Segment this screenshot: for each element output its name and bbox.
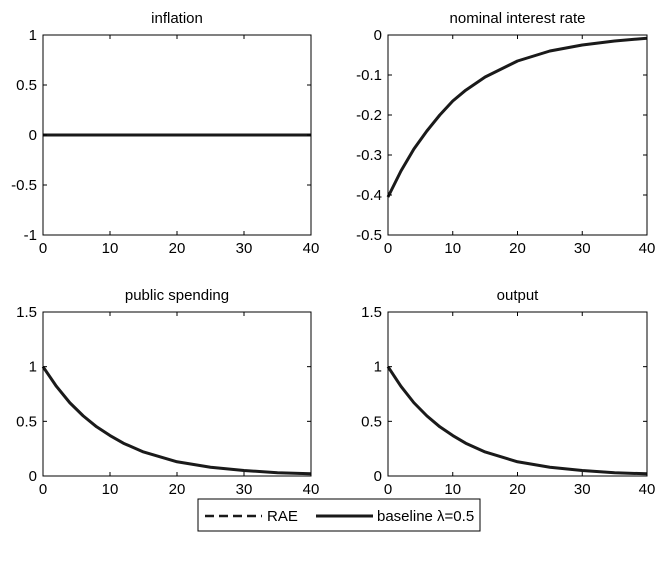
- series-line-rae: [387, 366, 648, 475]
- y-tick-label: -0.5: [11, 177, 37, 194]
- panel-3: public spending 0 10 20 30 40 0 0.5 1 1.5: [16, 287, 319, 498]
- y-tick-label: 0: [374, 468, 382, 485]
- axes-box: [387, 34, 648, 236]
- x-tick-label: 30: [574, 481, 591, 498]
- legend: RAE baseline λ=0.5: [197, 498, 481, 532]
- panel-2: nominal interest rate 0 10 20 30 40 -0.5 -0.4 -0…: [356, 10, 655, 257]
- x-tick-label: 20: [169, 481, 186, 498]
- x-tick-label: 0: [39, 240, 47, 257]
- y-tick-label: 1.5: [361, 304, 382, 321]
- x-tick-label: 0: [384, 481, 392, 498]
- y-tick-label: 0: [29, 468, 37, 485]
- panel-4: output 0 10 20 30 40 0 0.5 1 1.5: [361, 287, 655, 498]
- x-tick-label: 10: [444, 240, 461, 257]
- y-tick-label: 0: [374, 27, 382, 44]
- x-tick-label: 40: [639, 481, 656, 498]
- legend-label-baseline: baseline λ=0.5: [377, 508, 474, 525]
- y-tick-label: 0.5: [361, 413, 382, 430]
- y-tick-label: -0.2: [356, 107, 382, 124]
- x-tick-label: 40: [303, 240, 320, 257]
- series-line-baseline: [41, 365, 312, 476]
- panel-title: output: [497, 287, 540, 304]
- y-tick-label: -0.1: [356, 67, 382, 84]
- series-line-rae: [42, 366, 312, 475]
- x-tick-label: 0: [39, 481, 47, 498]
- y-tick-label: 1: [29, 359, 37, 376]
- y-tick-label: 0: [29, 127, 37, 144]
- y-tick-label: -0.4: [356, 187, 382, 204]
- legend-label-rae: RAE: [267, 508, 298, 525]
- x-tick-label: 30: [236, 481, 253, 498]
- x-tick-label: 10: [102, 240, 119, 257]
- y-tick-label: 1: [29, 27, 37, 44]
- y-tick-label: -0.3: [356, 147, 382, 164]
- y-tick-label: 0.5: [16, 413, 37, 430]
- x-tick-label: 40: [639, 240, 656, 257]
- axes-box: [387, 311, 648, 477]
- x-tick-label: 40: [303, 481, 320, 498]
- x-tick-label: 30: [574, 240, 591, 257]
- x-tick-label: 20: [169, 240, 186, 257]
- y-tick-label: -1: [24, 227, 37, 244]
- y-tick-label: 1: [374, 359, 382, 376]
- panel-title: public spending: [125, 287, 229, 304]
- x-tick-label: 20: [509, 481, 526, 498]
- x-tick-label: 10: [444, 481, 461, 498]
- x-tick-label: 30: [236, 240, 253, 257]
- series-line-baseline: [386, 36, 648, 198]
- panel-1: inflation 0 10 20 30 40 -1 -0.5 0 0.5 1: [11, 10, 319, 257]
- axes-box: [42, 311, 312, 477]
- y-tick-label: 0.5: [16, 77, 37, 94]
- x-tick-label: 10: [102, 481, 119, 498]
- y-tick-label: 1.5: [16, 304, 37, 321]
- y-tick-label: -0.5: [356, 227, 382, 244]
- x-tick-label: 0: [384, 240, 392, 257]
- panel-title: inflation: [151, 10, 203, 27]
- panel-title: nominal interest rate: [450, 10, 586, 27]
- series-line-baseline: [386, 365, 648, 476]
- x-tick-label: 20: [509, 240, 526, 257]
